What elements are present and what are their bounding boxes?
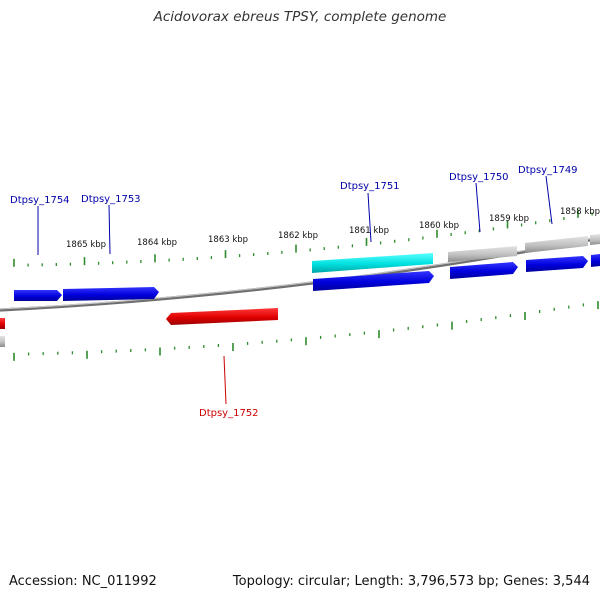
genome-summary-text: Topology: circular; Length: 3,796,573 bp… xyxy=(232,574,590,589)
gene-arrow-dtpsy-1750[interactable] xyxy=(450,262,518,279)
leader-line xyxy=(545,175,553,225)
gene-arrow-dtpsy-1754[interactable] xyxy=(14,290,62,301)
other-feature[interactable] xyxy=(590,234,600,245)
tick-label: 1865 kbp xyxy=(66,240,106,250)
tick-label: 1862 kbp xyxy=(278,231,318,241)
gene-arrow-dtpsy-1751[interactable] xyxy=(313,271,434,291)
gene-label-dtpsy-1751[interactable]: Dtpsy_1751 xyxy=(340,181,400,192)
gene-arrow-dtpsy-1753[interactable] xyxy=(63,287,159,301)
outer-tick-ruler xyxy=(13,209,593,267)
leader-line xyxy=(475,182,481,233)
reverse-strand-features xyxy=(0,308,278,347)
gene-label-dtpsy-1752[interactable]: Dtpsy_1752 xyxy=(199,408,259,419)
leader-line xyxy=(223,355,227,405)
tick-label: 1860 kbp xyxy=(419,221,459,231)
tick-label: 1861 kbp xyxy=(349,226,389,236)
gene-label-dtpsy-1750[interactable]: Dtpsy_1750 xyxy=(449,172,509,183)
gene-label-dtpsy-1749[interactable]: Dtpsy_1749 xyxy=(518,165,578,176)
tick-label: 1864 kbp xyxy=(137,238,177,248)
other-feature[interactable] xyxy=(525,236,588,253)
inner-tick-ruler xyxy=(13,301,599,361)
gene-arrow[interactable] xyxy=(591,254,600,267)
gene-arrow[interactable] xyxy=(0,318,5,329)
gene-labels: Dtpsy_1754 Dtpsy_1753 Dtpsy_1752 Dtpsy_1… xyxy=(10,165,578,419)
tick-label: 1859 kbp xyxy=(489,214,529,224)
label-leader-lines xyxy=(37,175,553,405)
tick-labels: 1865 kbp 1864 kbp 1863 kbp 1862 kbp 1861… xyxy=(66,207,600,250)
tick-label: 1858 kbp xyxy=(560,207,600,217)
gene-label-dtpsy-1753[interactable]: Dtpsy_1753 xyxy=(81,194,141,205)
other-feature[interactable] xyxy=(0,336,5,347)
accession-text: Accession: NC_011992 xyxy=(9,574,157,589)
gene-arrow-dtpsy-1752[interactable] xyxy=(166,308,278,325)
map-title: Acidovorax ebreus TPSY, complete genome xyxy=(153,9,447,25)
gene-label-dtpsy-1754[interactable]: Dtpsy_1754 xyxy=(10,195,70,206)
gene-arrow-dtpsy-1749[interactable] xyxy=(526,256,588,272)
rna-feature[interactable] xyxy=(312,253,433,273)
leader-line xyxy=(108,204,111,255)
leader-line xyxy=(367,192,372,243)
forward-strand-features xyxy=(14,234,600,301)
tick-label: 1863 kbp xyxy=(208,235,248,245)
other-feature[interactable] xyxy=(448,246,517,262)
